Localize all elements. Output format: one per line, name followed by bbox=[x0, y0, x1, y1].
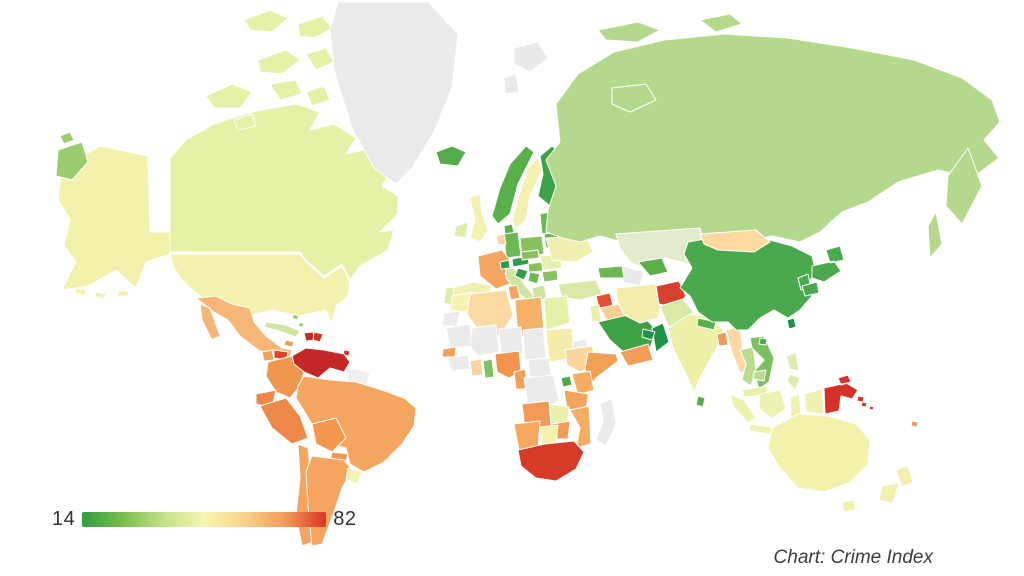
country-russia[interactable] bbox=[545, 33, 1001, 243]
country-solomon-islands[interactable] bbox=[860, 401, 875, 411]
country-mozambique[interactable] bbox=[569, 405, 592, 449]
country-russia-far-east[interactable] bbox=[55, 131, 89, 181]
country-libya[interactable] bbox=[514, 296, 545, 337]
country-india[interactable] bbox=[667, 313, 724, 393]
country-japan[interactable] bbox=[801, 245, 845, 297]
map-countries bbox=[55, 1, 1001, 547]
country-madagascar[interactable] bbox=[595, 397, 617, 447]
country-benelux[interactable] bbox=[495, 233, 507, 246]
country-papua-new-guinea[interactable] bbox=[823, 374, 865, 415]
country-bangladesh[interactable] bbox=[716, 331, 729, 347]
country-russia-arctic-islands[interactable] bbox=[597, 13, 743, 113]
country-mexico[interactable] bbox=[195, 295, 293, 359]
country-argentina[interactable] bbox=[305, 455, 353, 547]
country-china[interactable] bbox=[679, 235, 817, 346]
country-kenya[interactable] bbox=[571, 370, 595, 396]
country-turkmenistan[interactable] bbox=[621, 265, 645, 287]
country-alaska[interactable] bbox=[57, 145, 171, 291]
country-bahamas[interactable] bbox=[291, 313, 305, 328]
country-ivory-coast[interactable] bbox=[469, 358, 484, 377]
country-bolivia[interactable] bbox=[311, 417, 347, 453]
country-mali[interactable] bbox=[469, 324, 500, 357]
country-jamaica[interactable] bbox=[283, 339, 295, 348]
country-peru[interactable] bbox=[259, 397, 309, 445]
country-bulgaria[interactable] bbox=[541, 269, 559, 283]
country-mongolia[interactable] bbox=[699, 229, 771, 253]
country-uzbekistan[interactable] bbox=[637, 257, 669, 277]
country-greenland[interactable] bbox=[329, 1, 459, 185]
country-somalia[interactable] bbox=[584, 351, 619, 390]
country-norway[interactable] bbox=[491, 145, 535, 225]
country-hungary[interactable] bbox=[527, 261, 544, 273]
country-levant[interactable] bbox=[589, 304, 602, 323]
country-south-africa[interactable] bbox=[517, 440, 585, 482]
legend: 14 82 bbox=[52, 508, 357, 531]
country-turkey[interactable] bbox=[557, 279, 603, 301]
country-egypt[interactable] bbox=[543, 295, 571, 331]
country-guatemala[interactable] bbox=[261, 349, 275, 362]
country-ireland[interactable] bbox=[453, 221, 469, 239]
country-sri-lanka[interactable] bbox=[695, 395, 706, 408]
country-western-sahara[interactable] bbox=[441, 310, 461, 327]
country-germany[interactable] bbox=[503, 231, 522, 259]
country-dominican-republic[interactable] bbox=[312, 331, 324, 343]
country-senegal[interactable] bbox=[441, 346, 457, 358]
country-philippines[interactable] bbox=[785, 352, 801, 391]
country-caucasus[interactable] bbox=[597, 265, 625, 279]
country-chad[interactable] bbox=[522, 327, 547, 361]
country-serbia[interactable] bbox=[527, 271, 541, 285]
country-fiji[interactable] bbox=[910, 420, 919, 428]
country-czechia[interactable] bbox=[520, 249, 540, 261]
legend-gradient bbox=[82, 512, 327, 527]
country-niger[interactable] bbox=[498, 326, 524, 356]
country-iceland[interactable] bbox=[435, 145, 467, 167]
country-switzerland[interactable] bbox=[499, 259, 511, 270]
country-uganda[interactable] bbox=[560, 375, 573, 388]
country-alaska[interactable] bbox=[73, 287, 129, 300]
country-new-zealand[interactable] bbox=[878, 465, 914, 504]
country-central-african-republic[interactable] bbox=[527, 357, 552, 379]
chart-caption: Chart: Crime Index bbox=[773, 547, 933, 568]
country-ghana[interactable] bbox=[482, 358, 495, 379]
country-uae[interactable] bbox=[641, 328, 656, 341]
country-croatia[interactable] bbox=[514, 267, 529, 281]
country-australia[interactable] bbox=[767, 413, 871, 513]
country-cambodia[interactable] bbox=[752, 369, 767, 382]
country-cuba[interactable] bbox=[263, 321, 301, 338]
country-uk[interactable] bbox=[469, 193, 489, 243]
country-uruguay[interactable] bbox=[345, 467, 363, 485]
country-usa[interactable] bbox=[169, 253, 351, 325]
country-guinea-region[interactable] bbox=[446, 354, 471, 372]
country-svalbard[interactable] bbox=[503, 41, 549, 95]
country-mauritania[interactable] bbox=[445, 323, 473, 349]
legend-max-label: 82 bbox=[333, 508, 357, 530]
country-oman[interactable] bbox=[651, 322, 670, 353]
legend-min-label: 14 bbox=[52, 508, 76, 530]
country-brazil[interactable] bbox=[295, 375, 417, 473]
country-yemen[interactable] bbox=[619, 343, 654, 367]
country-russia-kamchatka[interactable] bbox=[927, 147, 983, 259]
country-tunisia[interactable] bbox=[507, 284, 521, 301]
country-taiwan[interactable] bbox=[786, 317, 797, 330]
